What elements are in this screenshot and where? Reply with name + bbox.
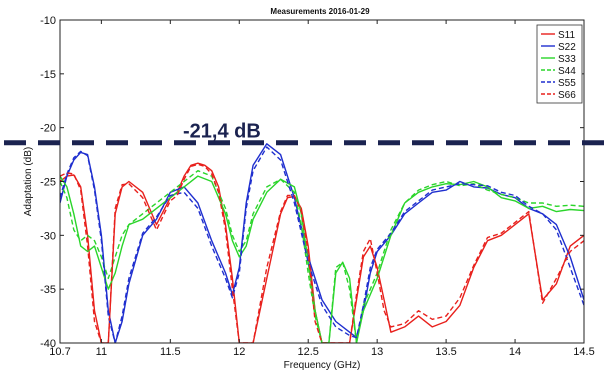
x-tick-label: 12.5 (297, 346, 318, 358)
threshold-label: -21,4 dB (183, 121, 261, 143)
y-tick-label: -25 (40, 177, 56, 189)
legend-label-s44: S44 (558, 66, 576, 77)
x-tick-label: 13 (371, 346, 383, 358)
series-line-s66 (60, 163, 584, 343)
x-tick-label: 11.5 (160, 346, 181, 358)
x-tick-label: 12 (233, 346, 245, 358)
series-line-s44 (60, 169, 584, 343)
legend-label-s11: S11 (558, 30, 575, 41)
axis-ticks: 10.7 11 11.5 12 12.5 13 13.5 14 14.5 -40 -35 -30 -25… (40, 15, 595, 358)
x-tick-label: 13.5 (435, 346, 456, 358)
legend-label-s66: S66 (558, 90, 576, 101)
x-tick-label: 11 (96, 346, 107, 358)
x-tick-label: 14 (509, 346, 521, 358)
series-line-s11 (60, 162, 584, 343)
y-tick-label: -35 (40, 284, 56, 296)
y-axis-label: Adaptation (dB) (23, 147, 34, 217)
x-tick-label: 10.7 (49, 346, 70, 358)
legend-label-s55: S55 (558, 78, 576, 89)
y-tick-label: -20 (40, 123, 56, 135)
x-axis-label: Frequency (GHz) (284, 360, 361, 371)
legend-label-s33: S33 (558, 54, 576, 65)
series-line-s55 (60, 146, 584, 343)
plot-area (60, 143, 584, 343)
x-tick-label: 14.5 (573, 346, 594, 358)
chart-title: Measurements 2016-01-29 (270, 7, 370, 16)
y-tick-label: -10 (40, 15, 56, 27)
legend-box (536, 24, 583, 104)
legend-label-s22: S22 (558, 42, 576, 53)
y-tick-label: -30 (40, 230, 56, 242)
y-tick-label: -40 (40, 338, 56, 350)
y-tick-label: -15 (40, 69, 56, 81)
threshold-annotation: -21,4 dB (4, 121, 610, 146)
